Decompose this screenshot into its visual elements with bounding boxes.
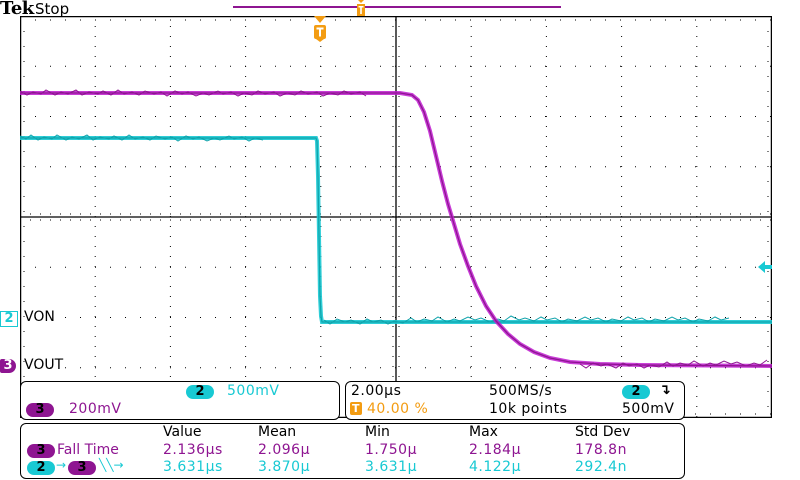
- measurement-mean: 2.096µ: [258, 442, 310, 458]
- ch2-label: VON: [24, 309, 55, 325]
- trigger-level-arrow-icon[interactable]: [758, 261, 772, 273]
- ch3-badge: 3: [26, 403, 54, 417]
- record-trigger-icon: [357, 0, 365, 16]
- target-badge-ch3: 3: [68, 461, 96, 475]
- ch3-waveform: [20, 89, 772, 369]
- header-mean: Mean: [258, 424, 297, 440]
- measurement-name: Fall Time: [57, 442, 119, 458]
- delay-edges-icon: ╲╲→: [99, 458, 124, 472]
- trigger-source-badge: 2: [622, 385, 650, 399]
- measurement-max: 4.122µ: [469, 459, 521, 475]
- measurement-min: 1.750µ: [365, 442, 417, 458]
- acquisition-status: Stop: [35, 0, 70, 18]
- ch2-scale: 500mV: [227, 383, 280, 399]
- trigger-position-marker: [314, 16, 326, 42]
- measurement-value: 2.136µs: [163, 442, 223, 458]
- ch2-waveform: [20, 134, 772, 325]
- trigger-level: 500mV: [622, 401, 675, 417]
- ch3-scale: 200mV: [69, 401, 122, 417]
- waveform-graticule[interactable]: [20, 16, 772, 418]
- trigger-slope-falling-icon: ↴: [659, 382, 671, 398]
- measurement-value: 3.631µs: [163, 459, 223, 475]
- measurement-max: 2.184µ: [469, 442, 521, 458]
- measurement-min: 3.631µ: [365, 459, 417, 475]
- brand-logo: Tek: [0, 0, 34, 19]
- header-std-dev: Std Dev: [575, 424, 631, 440]
- ch3-ground-marker[interactable]: 3: [0, 359, 16, 373]
- horizontal-trigger-panel[interactable]: 2.00µs 500MS/s 2 ↴ T 40.00 % 10k points …: [345, 381, 685, 420]
- measurement-mean: 3.870µ: [258, 459, 310, 475]
- source-badge-ch2: 2: [27, 461, 55, 475]
- sample-rate: 500MS/s: [489, 383, 553, 399]
- trigger-position-icon: T: [350, 402, 362, 415]
- measurement-std-dev: 178.8n: [575, 442, 627, 458]
- measurements-panel[interactable]: Value Mean Min Max Std Dev 3 Fall Time 2…: [20, 423, 685, 479]
- record-view-bar: [233, 6, 561, 8]
- trigger-position: 40.00 %: [366, 401, 429, 417]
- vertical-settings-panel[interactable]: 2 500mV 3 200mV: [20, 381, 340, 420]
- source-badge-ch3: 3: [27, 444, 55, 458]
- ch2-badge: 2: [186, 385, 214, 399]
- header-max: Max: [469, 424, 498, 440]
- measurement-std-dev: 292.4n: [575, 459, 627, 475]
- header-min: Min: [365, 424, 390, 440]
- header-value: Value: [163, 424, 202, 440]
- ch3-label: VOUT: [24, 357, 64, 373]
- time-per-division: 2.00µs: [351, 383, 402, 399]
- arrow-icon: →: [56, 458, 67, 472]
- record-length: 10k points: [489, 401, 568, 417]
- ch2-ground-marker[interactable]: 2: [0, 311, 18, 327]
